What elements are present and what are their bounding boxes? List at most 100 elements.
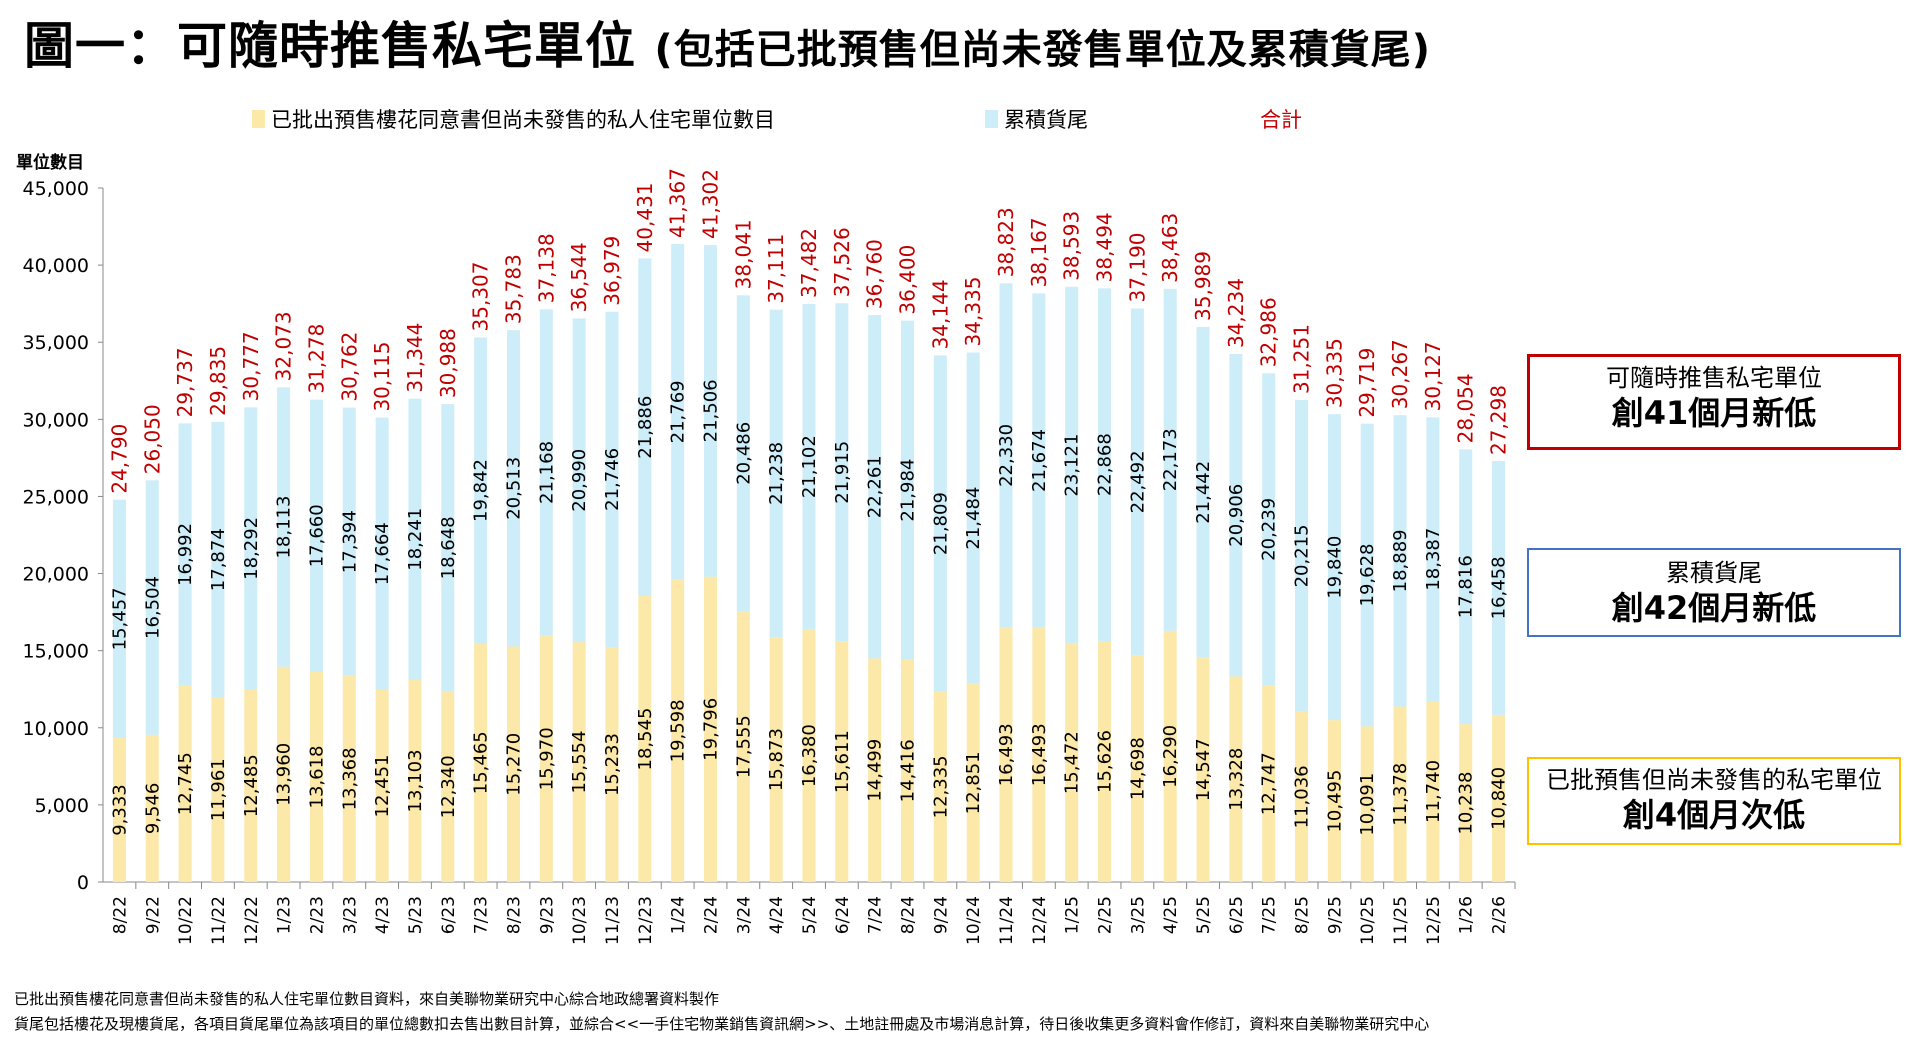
bar-inventory [605,311,619,648]
data-label-inventory: 17,660 [306,504,327,567]
data-label-inventory: 20,486 [733,422,754,485]
data-label-inventory: 19,840 [1324,536,1345,599]
data-label-presale: 11,961 [208,758,229,821]
x-tick-label: 12/22 [242,896,262,945]
data-label-total: 30,988 [436,328,460,398]
data-label-inventory: 22,492 [1127,450,1148,513]
x-tick-label: 11/22 [209,896,229,945]
x-tick-label: 8/23 [504,896,524,934]
bar-presale [1360,726,1374,882]
annotation-total-line1: 可隨時推售私宅單位 [1606,364,1822,392]
data-label-total: 38,593 [1060,211,1084,281]
bar-presale [901,659,915,882]
x-tick-label: 2/24 [701,896,721,934]
data-label-inventory: 21,168 [536,441,557,504]
bar-inventory [1360,423,1374,727]
bar-presale [966,683,980,882]
bar-inventory [572,318,586,643]
data-label-presale: 15,970 [536,727,557,790]
data-label-total: 38,463 [1158,213,1182,283]
legend-label-presale: 已批出預售樓花同意書但尚未發售的私人住宅單位數目 [271,108,775,132]
data-label-presale: 19,796 [700,698,721,761]
bar-presale [703,576,717,882]
data-label-inventory: 18,387 [1423,528,1444,591]
data-label-total: 27,298 [1487,385,1511,455]
data-label-presale: 15,873 [766,728,787,791]
x-tick-label: 6/24 [833,896,853,934]
bar-inventory [1459,449,1473,725]
bar-presale [342,675,356,882]
x-tick-label: 10/25 [1358,896,1378,945]
data-label-presale: 10,840 [1489,767,1510,830]
bar-presale [441,691,455,882]
y-tick-label: 20,000 [23,564,89,586]
data-label-inventory: 16,504 [142,576,163,639]
bar-inventory [211,421,225,698]
data-label-inventory: 17,816 [1456,555,1477,618]
x-tick-label: 11/24 [997,896,1017,945]
bar-presale [1492,714,1506,882]
data-label-total: 26,050 [140,404,164,474]
x-tick-label: 5/24 [800,896,820,934]
bar-inventory [1426,417,1440,701]
data-label-inventory: 21,809 [930,492,951,555]
data-label-inventory: 20,990 [569,449,590,512]
data-label-inventory: 21,746 [602,448,623,511]
data-label-presale: 11,740 [1423,760,1444,823]
annotation-box-inventory: 累積貨尾 創42個月新低 [1527,548,1901,637]
footnote-2: 貨尾包括樓花及現樓貨尾，各項目貨尾單位為該項目的單位總數扣去售出數目計算，並綜合… [14,1015,1430,1033]
bar-presale [1229,676,1243,882]
bar-presale [605,647,619,882]
data-label-total: 37,190 [1125,232,1149,302]
x-tick-label: 8/24 [899,896,919,934]
bar-inventory [769,309,783,638]
data-label-total: 30,335 [1322,338,1346,408]
data-label-total: 38,494 [1093,212,1117,282]
data-label-presale: 15,233 [602,733,623,796]
data-label-presale: 16,290 [1160,725,1181,788]
data-label-total: 40,431 [633,182,657,252]
data-label-total: 31,278 [304,324,328,394]
data-label-total: 30,115 [370,342,394,412]
data-label-presale: 14,416 [898,739,919,802]
data-label-inventory: 20,513 [503,457,524,520]
bar-inventory [1327,414,1341,721]
x-tick-label: 3/24 [734,896,754,934]
bar-presale [1032,627,1046,882]
bar-presale [802,629,816,882]
chart-title-sub: (包括已批預售但尚未發售單位及累積貨尾) [654,27,1431,73]
data-label-inventory: 18,292 [241,517,262,580]
data-label-presale: 15,626 [1095,730,1116,793]
y-tick-label: 0 [77,872,89,894]
y-tick-label: 30,000 [23,409,89,431]
bar-inventory [1065,286,1079,644]
y-axis-title: 單位數目 [16,153,84,173]
legend-item-presale: 已批出預售樓花同意書但尚未發售的私人住宅單位數目 [252,104,775,134]
data-label-presale: 17,555 [733,715,754,778]
data-label-total: 41,302 [698,169,722,239]
data-label-total: 29,835 [206,346,230,416]
data-label-inventory: 21,769 [668,380,689,443]
legend-swatch-presale [252,110,265,128]
bar-presale [835,641,849,882]
data-label-inventory: 23,121 [1062,434,1083,497]
bar-presale [736,611,750,882]
data-label-total: 37,526 [830,227,854,297]
data-label-inventory: 17,394 [339,510,360,573]
bar-presale [309,671,323,882]
bar-inventory [112,499,126,739]
bar-presale [1098,641,1112,882]
bar-presale [1459,724,1473,882]
data-label-presale: 16,493 [1029,723,1050,786]
bar-inventory [441,404,455,692]
annotation-presale-line2: 創4個月次低 [1622,796,1806,834]
bar-presale [671,579,685,882]
bar-inventory [1229,354,1243,677]
bar-presale [1065,643,1079,882]
x-tick-label: 12/23 [636,896,656,945]
x-tick-label: 7/24 [866,896,886,934]
data-label-inventory: 18,648 [438,516,459,579]
data-label-inventory: 22,173 [1160,428,1181,491]
data-label-total: 37,482 [797,228,821,298]
data-label-presale: 16,493 [996,723,1017,786]
